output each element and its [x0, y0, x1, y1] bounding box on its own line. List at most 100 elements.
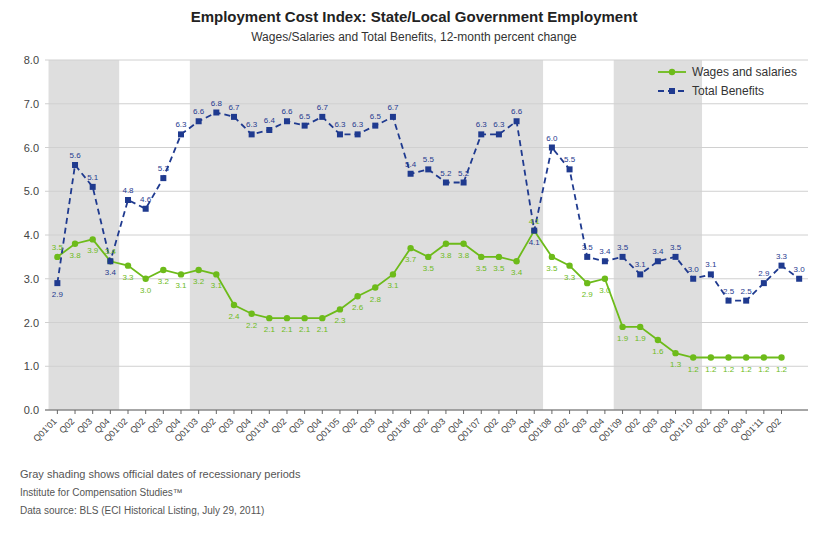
x-tick-label: Q02: [481, 416, 500, 435]
marker: [266, 127, 272, 133]
x-tick-label: Q01'01: [31, 416, 58, 443]
x-tick: [322, 410, 323, 414]
marker: [372, 123, 378, 129]
y-tick-label: 3.0: [24, 273, 39, 285]
y-tick-label: 5.0: [24, 185, 39, 197]
x-tick: [163, 410, 164, 414]
x-tick-label: Q02: [552, 416, 571, 435]
x-axis: Q01'01Q02Q03Q04Q01'02Q02Q03Q04Q01'03Q02Q…: [31, 410, 783, 444]
data-label: 5.4: [405, 160, 417, 169]
x-tick: [269, 410, 270, 414]
marker: [143, 206, 149, 212]
x-tick-label: Q01'10: [667, 416, 694, 443]
marker: [460, 241, 466, 247]
x-tick: [128, 410, 129, 414]
data-label: 3.8: [458, 251, 470, 260]
x-tick: [251, 410, 252, 414]
marker: [142, 276, 148, 282]
data-label: 6.3: [476, 120, 488, 129]
data-label: 1.2: [688, 365, 700, 374]
data-label: 6.7: [228, 103, 240, 112]
data-label: 2.1: [299, 325, 311, 334]
data-label: 2.8: [370, 295, 382, 304]
marker: [708, 271, 714, 277]
marker: [567, 166, 573, 172]
x-tick-label: Q03: [287, 416, 306, 435]
marker: [372, 284, 378, 290]
marker: [690, 276, 696, 282]
data-labels: 3.53.83.93.43.33.03.23.13.23.12.42.22.12…: [52, 99, 805, 374]
data-label: 6.7: [387, 103, 399, 112]
data-label: 3.4: [652, 247, 664, 256]
marker: [796, 276, 802, 282]
marker: [690, 354, 696, 360]
x-tick: [746, 410, 747, 414]
data-label: 3.0: [140, 286, 152, 295]
data-label: 1.9: [617, 334, 629, 343]
marker: [213, 271, 219, 277]
marker: [72, 162, 78, 168]
data-label: 2.4: [228, 312, 240, 321]
marker: [496, 254, 502, 260]
data-label: 5.6: [69, 151, 81, 160]
x-tick-label: Q03: [146, 416, 165, 435]
marker: [672, 350, 678, 356]
data-label: 3.3: [564, 273, 576, 282]
data-label: 6.8: [211, 99, 223, 108]
data-label: 1.2: [705, 365, 717, 374]
data-label: 6.6: [193, 107, 205, 116]
marker: [726, 298, 732, 304]
data-label: 3.7: [405, 255, 417, 264]
marker: [778, 354, 784, 360]
x-tick: [445, 410, 446, 414]
data-label: 3.5: [546, 264, 558, 273]
marker: [761, 280, 767, 286]
grid: [45, 147, 808, 148]
marker: [584, 280, 590, 286]
data-label: 3.9: [87, 246, 99, 255]
marker: [89, 236, 95, 242]
marker: [602, 258, 608, 264]
marker: [231, 114, 237, 120]
data-label: 3.1: [705, 260, 717, 269]
y-tick-label: 0.0: [24, 404, 39, 416]
x-tick-label: Q03: [570, 416, 589, 435]
marker: [90, 184, 96, 190]
x-tick-label: Q02: [764, 416, 783, 435]
x-tick: [57, 410, 58, 414]
marker: [478, 254, 484, 260]
x-tick-label: Q03: [711, 416, 730, 435]
legend-marker: [669, 88, 675, 94]
data-label: 3.4: [105, 268, 117, 277]
data-label: 1.6: [652, 347, 664, 356]
marker: [354, 293, 360, 299]
legend-label: Wages and salaries: [692, 65, 797, 79]
data-label: 1.2: [741, 365, 753, 374]
y-tick-label: 2.0: [24, 317, 39, 329]
x-tick: [180, 410, 181, 414]
x-tick-label: Q03: [216, 416, 235, 435]
x-tick-label: Q01'11: [738, 416, 765, 443]
x-tick-label: Q02: [57, 416, 76, 435]
marker: [248, 311, 254, 317]
data-label: 2.5: [741, 287, 753, 296]
marker: [708, 354, 714, 360]
marker: [319, 114, 325, 120]
data-label: 3.0: [688, 265, 700, 274]
x-tick: [357, 410, 358, 414]
x-tick-label: Q03: [640, 416, 659, 435]
x-tick-label: Q01'05: [314, 416, 341, 443]
marker: [725, 354, 731, 360]
data-label: 3.8: [69, 251, 81, 260]
data-label: 1.3: [670, 360, 682, 369]
data-label: 2.9: [582, 290, 594, 299]
x-tick: [145, 410, 146, 414]
marker: [549, 145, 555, 151]
data-label: 4.6: [140, 195, 152, 204]
x-tick: [392, 410, 393, 414]
marker: [761, 354, 767, 360]
series-line: [57, 113, 799, 301]
marker: [602, 276, 608, 282]
x-tick: [657, 410, 658, 414]
x-tick: [693, 410, 694, 414]
